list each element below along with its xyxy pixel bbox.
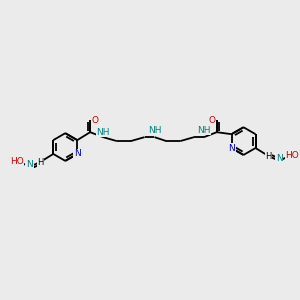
Text: N: N bbox=[276, 154, 283, 164]
Text: NH: NH bbox=[197, 126, 211, 135]
Text: HO: HO bbox=[10, 158, 24, 166]
Text: N: N bbox=[228, 143, 235, 152]
Text: HO: HO bbox=[285, 152, 299, 160]
Text: O: O bbox=[208, 116, 215, 125]
Text: H: H bbox=[37, 158, 44, 167]
Text: O: O bbox=[92, 116, 99, 125]
Text: H: H bbox=[265, 152, 272, 161]
Text: NH: NH bbox=[148, 126, 161, 135]
Text: N: N bbox=[26, 160, 33, 169]
Text: N: N bbox=[74, 149, 81, 158]
Text: NH: NH bbox=[96, 128, 110, 137]
